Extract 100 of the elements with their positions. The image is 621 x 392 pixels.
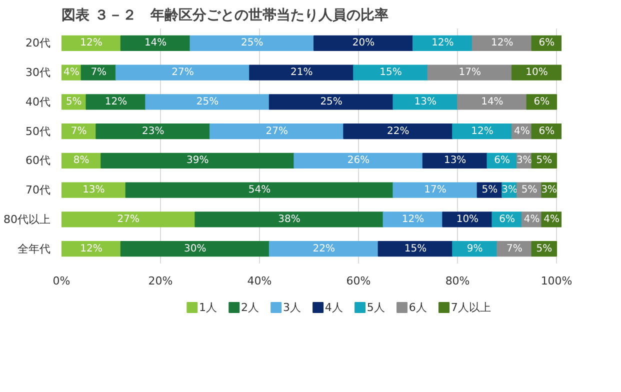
- bar: [62, 182, 126, 198]
- y-tick-label: 20代: [26, 36, 51, 50]
- data-label: 3%: [541, 184, 558, 196]
- data-label: 30%: [184, 243, 206, 254]
- data-label: 15%: [380, 67, 402, 78]
- bar: [392, 182, 478, 198]
- bar: [86, 94, 146, 110]
- bar: [210, 123, 344, 140]
- bar: [392, 94, 458, 110]
- y-tick-label: 60代: [26, 154, 51, 168]
- data-label: 6%: [499, 214, 515, 225]
- legend-label: 2人: [240, 301, 259, 314]
- bar: [294, 152, 424, 169]
- data-label: 12%: [80, 38, 102, 49]
- data-label: 10%: [526, 67, 548, 78]
- data-label: 27%: [266, 126, 288, 137]
- data-label: 14%: [481, 96, 504, 108]
- data-label: 5%: [521, 184, 538, 196]
- data-label: 38%: [278, 214, 300, 225]
- bar: [422, 152, 488, 169]
- data-label: 22%: [312, 243, 335, 254]
- data-label: 25%: [196, 96, 219, 108]
- legend-label: 6人: [408, 301, 427, 314]
- legend-label: 5人: [366, 301, 385, 314]
- x-tick-label: 0%: [52, 274, 70, 288]
- bar: [62, 212, 196, 228]
- data-label: 4%: [514, 126, 530, 137]
- y-tick-label: 全年代: [18, 242, 50, 256]
- bar: [353, 64, 428, 80]
- bar: [313, 35, 414, 52]
- bar: [62, 240, 122, 257]
- data-label: 23%: [142, 126, 164, 137]
- legend-label: 3人: [282, 301, 301, 314]
- bar: [268, 240, 379, 257]
- data-label: 4%: [524, 214, 540, 225]
- data-label: 6%: [534, 96, 550, 108]
- data-label: 10%: [456, 214, 479, 225]
- legend-label: 1人: [198, 301, 217, 314]
- bar: [194, 212, 384, 228]
- data-label: 7%: [506, 243, 522, 254]
- data-label: 12%: [490, 38, 514, 49]
- bar: [62, 35, 122, 52]
- data-label: 4%: [544, 214, 560, 225]
- bar: [378, 240, 454, 257]
- data-label: 7%: [90, 67, 107, 78]
- chart-title: 図表 ３－２ 年齢区分ごとの世帯当たり人員の比率: [62, 6, 388, 24]
- data-label: 12%: [402, 214, 424, 225]
- y-tick-label: 30代: [26, 66, 51, 80]
- bar: [80, 64, 116, 80]
- bar: [96, 123, 211, 140]
- data-label: 7%: [70, 126, 87, 137]
- x-tick-label: 60%: [346, 274, 371, 288]
- bar: [452, 123, 512, 140]
- data-label: 3%: [502, 184, 518, 196]
- data-label: 5%: [536, 243, 552, 254]
- data-label: 6%: [538, 38, 555, 49]
- bar: [511, 64, 562, 80]
- data-label: 39%: [186, 155, 209, 166]
- bar: [115, 64, 250, 80]
- data-label: 12%: [471, 126, 494, 137]
- legend-label: 7人以上: [450, 301, 491, 314]
- data-label: 25%: [320, 96, 342, 108]
- bar: [120, 35, 191, 52]
- bar: [100, 152, 295, 169]
- bar: [343, 123, 454, 140]
- x-tick-label: 40%: [247, 274, 272, 288]
- data-label: 6%: [538, 126, 555, 137]
- bar: [427, 64, 512, 80]
- data-label: 12%: [432, 38, 454, 49]
- data-label: 12%: [104, 96, 128, 108]
- y-tick-label: 50代: [26, 124, 51, 138]
- data-label: 4%: [63, 67, 80, 78]
- data-label: 22%: [387, 126, 410, 137]
- data-label: 5%: [536, 155, 552, 166]
- data-label: 26%: [347, 155, 370, 166]
- x-tick-label: 100%: [540, 274, 572, 288]
- y-tick-label: 40代: [26, 95, 51, 108]
- bar: [190, 35, 314, 52]
- bar: [145, 94, 270, 110]
- data-label: 13%: [414, 96, 436, 108]
- data-label: 27%: [172, 67, 194, 78]
- data-label: 8%: [73, 155, 90, 166]
- x-tick-label: 20%: [148, 274, 173, 288]
- data-label: 13%: [444, 155, 466, 166]
- data-label: 21%: [290, 67, 313, 78]
- data-label: 15%: [404, 243, 427, 254]
- bar: [249, 64, 354, 80]
- data-label: 6%: [494, 155, 510, 166]
- data-label: 13%: [82, 184, 105, 196]
- data-label: 5%: [482, 184, 498, 196]
- data-label: 5%: [66, 96, 82, 108]
- bar: [442, 212, 493, 228]
- data-label: 17%: [424, 184, 446, 196]
- data-label: 14%: [144, 38, 167, 49]
- bar: [472, 35, 532, 52]
- x-tick-label: 80%: [445, 274, 470, 288]
- data-label: 17%: [458, 67, 482, 78]
- bar: [457, 94, 528, 110]
- bar: [382, 212, 444, 228]
- y-tick-label: 80代以上: [4, 212, 51, 226]
